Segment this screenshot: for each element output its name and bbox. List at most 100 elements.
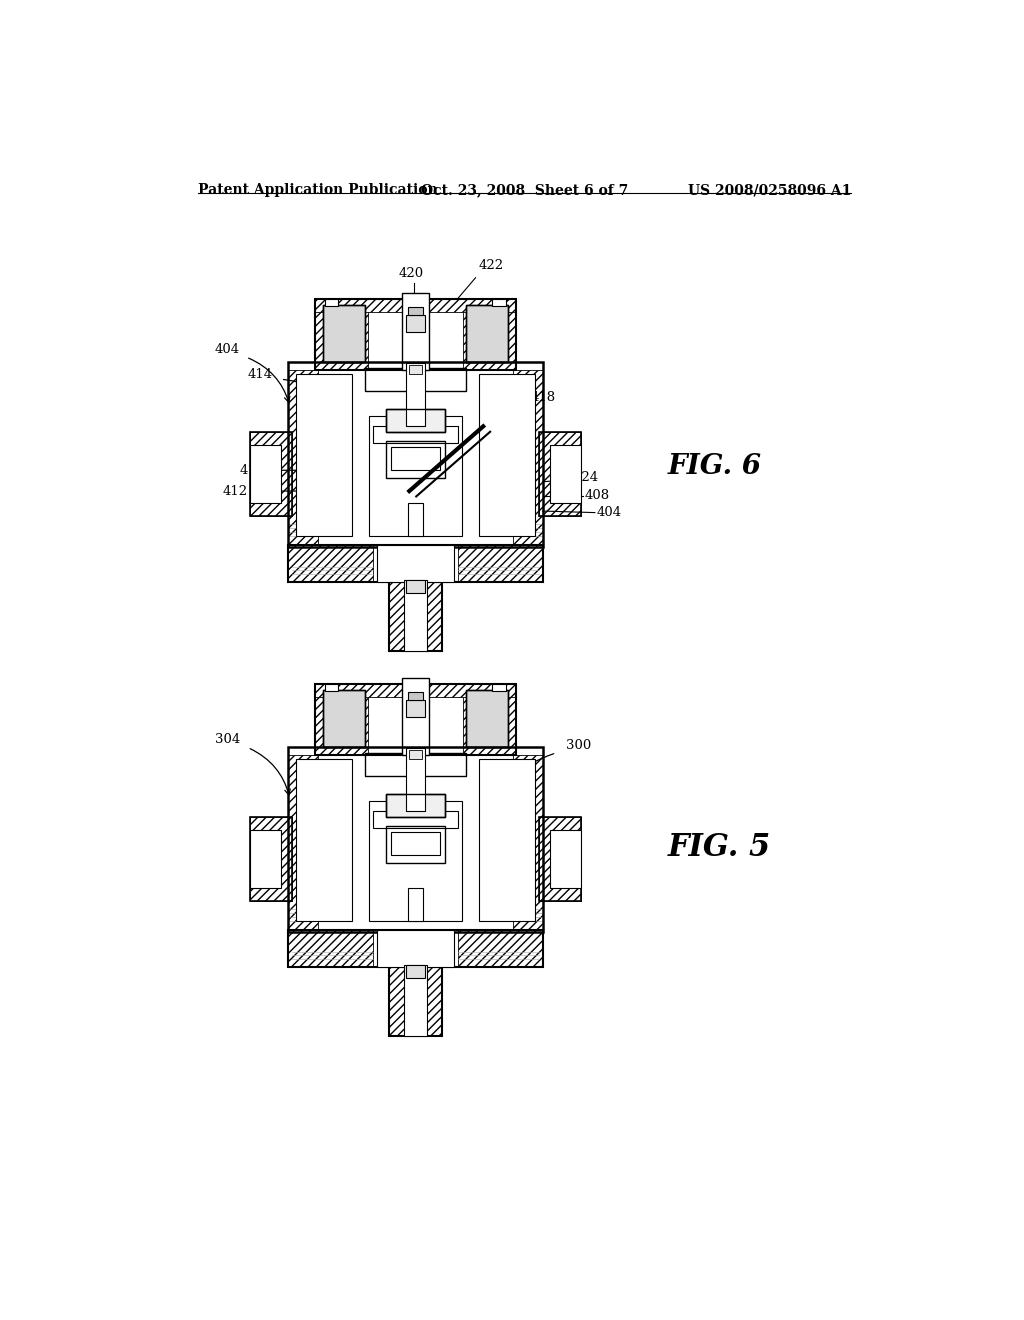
Bar — [407, 965, 425, 978]
Bar — [550, 445, 581, 503]
Bar — [377, 545, 454, 582]
Bar — [493, 684, 506, 692]
Bar — [323, 689, 366, 747]
Bar — [250, 445, 281, 503]
Bar — [325, 298, 339, 306]
Text: 404: 404 — [215, 343, 240, 356]
Bar — [373, 812, 458, 829]
Bar — [370, 801, 462, 921]
Bar — [427, 581, 442, 651]
Bar — [296, 759, 351, 921]
Bar — [410, 750, 422, 759]
Bar — [250, 817, 292, 902]
Text: FIG. 6: FIG. 6 — [668, 453, 762, 480]
Bar — [403, 965, 427, 1036]
Bar — [407, 314, 425, 331]
Bar — [391, 832, 440, 855]
Bar — [323, 305, 366, 363]
Bar — [315, 305, 368, 370]
Bar — [250, 830, 281, 888]
Bar — [289, 755, 317, 932]
Bar — [458, 929, 543, 966]
Bar — [539, 432, 581, 516]
Bar — [386, 826, 444, 863]
Bar — [513, 370, 543, 548]
Bar — [479, 374, 535, 536]
Bar — [289, 363, 543, 548]
Bar — [289, 929, 543, 966]
Bar — [539, 817, 581, 902]
Bar — [388, 581, 403, 651]
Text: 414: 414 — [248, 367, 273, 380]
Bar — [408, 692, 423, 700]
Text: 404: 404 — [596, 506, 622, 519]
Bar — [463, 689, 515, 755]
Bar — [315, 684, 515, 697]
Bar — [408, 308, 423, 314]
Bar — [539, 432, 581, 516]
Bar — [407, 700, 425, 717]
Bar — [289, 929, 373, 966]
Bar — [410, 364, 422, 374]
Bar — [386, 793, 444, 817]
Bar — [388, 965, 442, 1036]
Bar — [289, 545, 543, 582]
Bar — [427, 965, 442, 1036]
Bar — [366, 764, 466, 776]
Bar — [388, 965, 403, 1036]
Bar — [408, 888, 423, 921]
Bar — [401, 678, 429, 755]
Bar — [289, 370, 317, 548]
Bar — [250, 432, 292, 516]
Text: 420: 420 — [399, 267, 424, 280]
Bar — [366, 752, 466, 776]
Bar — [373, 426, 458, 444]
Bar — [493, 298, 506, 306]
Bar — [323, 305, 366, 363]
Bar — [373, 426, 458, 444]
Text: 424: 424 — [573, 471, 598, 484]
Bar — [386, 409, 444, 432]
Bar — [513, 755, 543, 932]
Bar — [296, 374, 351, 536]
Text: 304: 304 — [215, 733, 240, 746]
Bar — [289, 747, 543, 932]
Bar — [466, 305, 508, 363]
Text: 412: 412 — [222, 484, 248, 498]
Bar — [466, 689, 508, 747]
Text: Oct. 23, 2008  Sheet 6 of 7: Oct. 23, 2008 Sheet 6 of 7 — [421, 183, 629, 197]
Text: 422: 422 — [478, 259, 504, 272]
Bar — [250, 432, 292, 516]
Bar — [401, 293, 429, 370]
Bar — [408, 503, 423, 536]
Text: 408: 408 — [585, 490, 610, 502]
Bar — [377, 929, 454, 966]
Bar — [463, 305, 515, 370]
Bar — [407, 579, 425, 594]
Bar — [323, 689, 366, 747]
Bar — [391, 447, 440, 470]
Bar — [315, 298, 515, 313]
Text: 418: 418 — [531, 391, 556, 404]
Bar — [289, 545, 373, 582]
Bar — [407, 363, 425, 426]
Bar — [388, 581, 442, 651]
Bar — [403, 581, 427, 651]
Bar — [366, 379, 466, 391]
Bar — [479, 759, 535, 921]
Bar — [386, 409, 444, 432]
Bar — [386, 441, 444, 478]
Text: 416: 416 — [240, 463, 265, 477]
Bar — [370, 416, 462, 536]
Bar — [407, 748, 425, 812]
Bar — [315, 684, 515, 755]
Bar — [315, 298, 515, 370]
Bar — [466, 689, 508, 747]
Bar — [325, 684, 339, 692]
Bar — [250, 817, 292, 902]
Bar — [539, 817, 581, 902]
Bar — [550, 830, 581, 888]
Bar — [466, 305, 508, 363]
Bar — [373, 812, 458, 829]
Text: US 2008/0258096 A1: US 2008/0258096 A1 — [688, 183, 851, 197]
